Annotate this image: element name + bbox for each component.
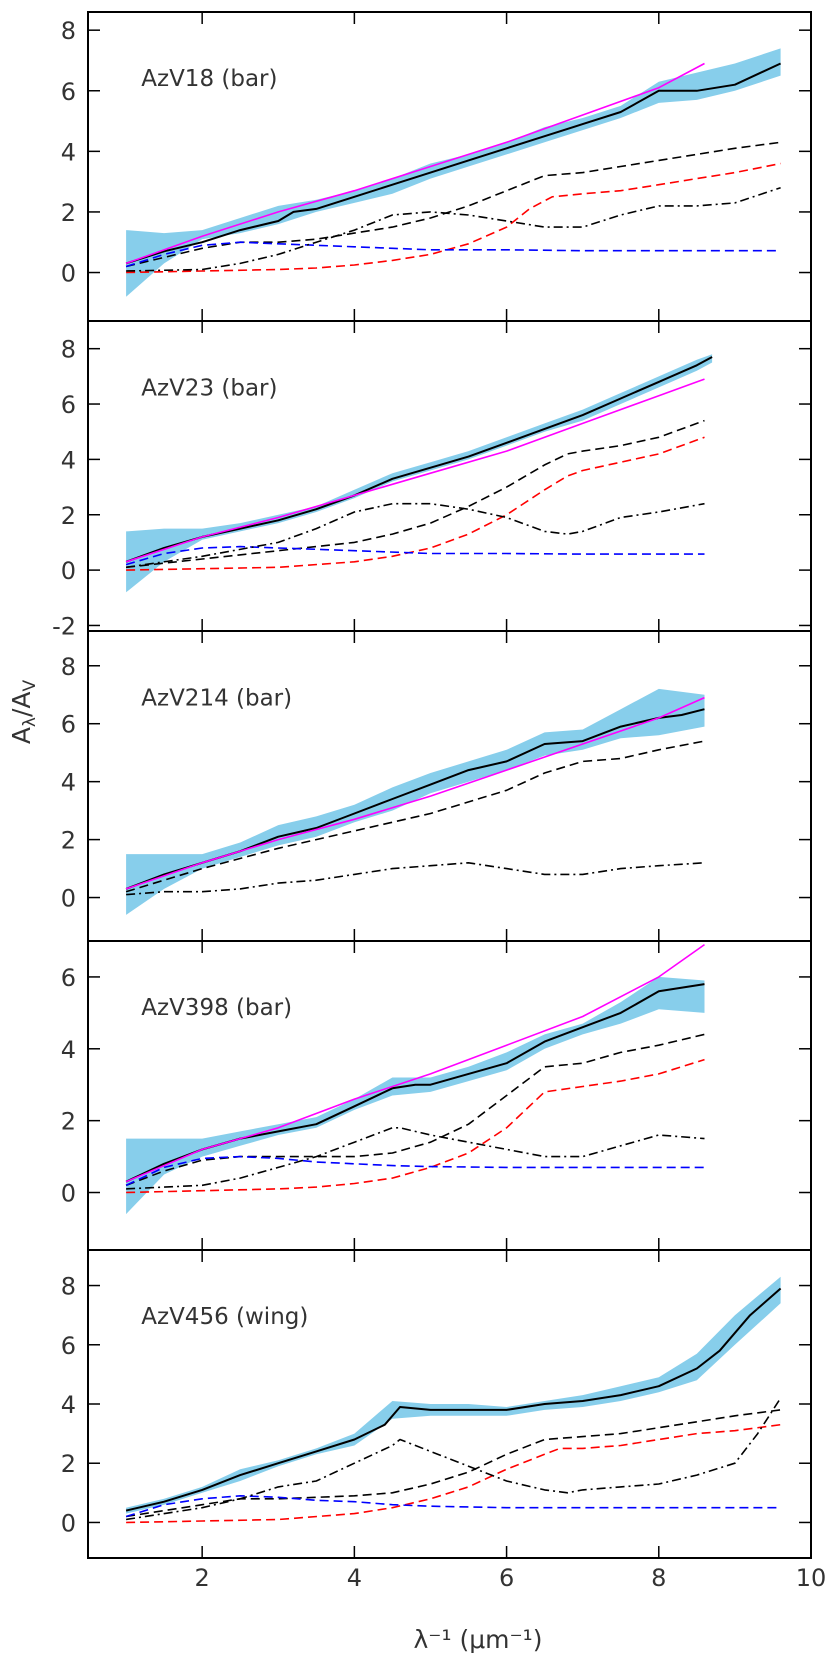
y-tick-label: 4 — [61, 446, 76, 474]
y-tick-label: 2 — [61, 1108, 76, 1136]
y-tick-label: 0 — [61, 260, 76, 288]
component-curve — [125, 1495, 781, 1518]
panel-5: 0 2 4 6 8 2 4 6 8 10 AzV456 (wing) — [61, 1249, 827, 1592]
y-tick-label: 2 — [61, 827, 76, 855]
uncertainty-band — [126, 688, 705, 915]
y-tick-label: 0 — [61, 1180, 76, 1208]
component-curve — [126, 186, 781, 272]
y-tick-label: 8 — [61, 17, 76, 45]
y-tick-label: 6 — [61, 964, 76, 992]
component-curve — [126, 419, 705, 569]
y-tick-label: 4 — [61, 138, 76, 166]
y-tick-label: 8 — [61, 1273, 76, 1301]
component-curve — [126, 162, 781, 274]
panel-label: AzV398 (bar) — [141, 995, 292, 1021]
panel-4: 0 2 4 6 AzV398 (bar) — [61, 940, 812, 1251]
y-tick-label: -2 — [52, 612, 76, 640]
model-curve — [125, 696, 705, 890]
component-curve — [125, 1409, 781, 1518]
panel-2: -2 0 2 4 6 8 AzV23 (bar) — [52, 320, 812, 640]
y-tick-label: 4 — [61, 769, 76, 797]
y-tick-label: 2 — [61, 502, 76, 530]
component-curve — [125, 545, 705, 566]
component-curve — [125, 502, 705, 569]
panel-label: AzV18 (bar) — [141, 66, 277, 92]
x-tick-label: 4 — [347, 1564, 362, 1592]
y-tick-label: 4 — [61, 1036, 76, 1064]
model-curve — [125, 943, 705, 1183]
y-tick-label: 6 — [61, 1332, 76, 1360]
y-tick-label: 8 — [61, 653, 76, 681]
x-tick-label: 2 — [195, 1564, 210, 1592]
y-tick-label: 2 — [61, 1450, 76, 1478]
component-curve — [125, 1033, 705, 1187]
y-tick-label: 6 — [61, 711, 76, 739]
component-curve — [126, 436, 705, 571]
component-curve — [125, 1397, 782, 1521]
panel-1: 0 2 4 6 8 AzV18 (bar) — [61, 11, 812, 322]
y-tick-label: 2 — [61, 199, 76, 227]
panel-label: AzV214 (bar) — [141, 685, 292, 711]
y-tick-label: 0 — [61, 557, 76, 585]
component-curve — [126, 1423, 781, 1524]
component-curve — [126, 1127, 705, 1190]
component-curve — [125, 241, 781, 268]
panel-label: AzV23 (bar) — [141, 375, 277, 401]
x-axis-title: λ⁻¹ (μm⁻¹) — [414, 1625, 543, 1654]
observed-curve — [125, 356, 713, 563]
component-curve — [126, 1058, 705, 1194]
uncertainty-band — [126, 48, 781, 297]
y-tick-label: 4 — [61, 1391, 76, 1419]
model-curve — [125, 62, 705, 265]
y-tick-label: 6 — [61, 391, 76, 419]
y-tick-label: 0 — [61, 1509, 76, 1537]
model-curve — [125, 378, 705, 563]
uncertainty-band — [126, 354, 713, 593]
y-axis-title: Aλ/AV — [7, 679, 40, 744]
component-curve — [125, 141, 781, 268]
x-tick-label: 10 — [796, 1564, 827, 1592]
panel-3: 0 2 4 6 8 AzV214 (bar) — [61, 630, 812, 942]
x-tick-label: 6 — [499, 1564, 514, 1592]
x-tick-label: 8 — [651, 1564, 666, 1592]
component-curve — [125, 740, 705, 893]
y-tick-label: 8 — [61, 336, 76, 364]
y-tick-label: 0 — [61, 885, 76, 913]
panel-label: AzV456 (wing) — [141, 1304, 308, 1330]
observed-curve — [125, 62, 782, 265]
observed-curve — [125, 1287, 782, 1512]
component-curve — [126, 862, 705, 896]
component-curve — [125, 1155, 705, 1187]
y-tick-label: 6 — [61, 78, 76, 106]
